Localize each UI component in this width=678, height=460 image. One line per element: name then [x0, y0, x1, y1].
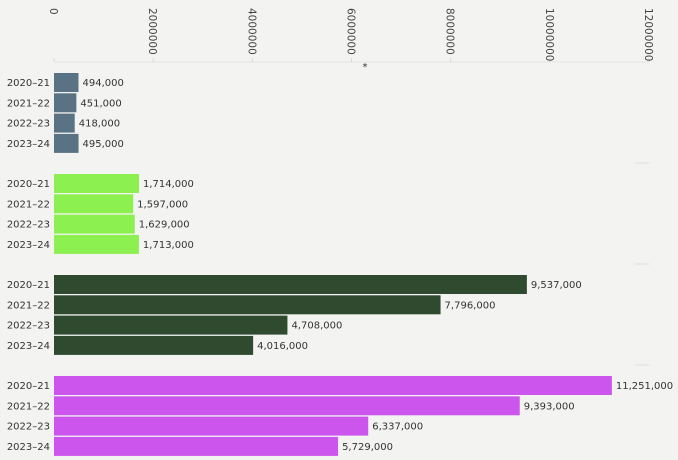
x-tick-label: 10000000 [543, 8, 555, 61]
value-label: 495,000 [83, 139, 124, 150]
value-label: 4,016,000 [257, 341, 308, 352]
bar [54, 376, 612, 395]
category-label: 2020–21 [7, 381, 50, 392]
category-label: 2021–22 [7, 300, 50, 311]
bar [54, 174, 139, 193]
category-label: 2021–22 [7, 98, 50, 109]
value-label: 418,000 [79, 119, 120, 130]
value-label: 5,729,000 [342, 442, 393, 453]
value-label: 4,708,000 [291, 321, 342, 332]
bar [54, 315, 288, 335]
category-label: 2021–22 [7, 401, 50, 412]
bar [54, 214, 135, 234]
value-label: 1,714,000 [143, 179, 194, 190]
x-tick-label: 12000000 [642, 8, 654, 61]
value-label: 11,251,000 [616, 381, 673, 392]
value-label: 1,713,000 [143, 240, 194, 251]
bar [54, 396, 520, 416]
value-label: 7,796,000 [445, 300, 496, 311]
value-label: 451,000 [80, 98, 121, 109]
value-label: 494,000 [82, 78, 123, 89]
value-label: 1,629,000 [139, 220, 190, 231]
value-label: 6,337,000 [372, 422, 423, 433]
bar [54, 93, 77, 113]
x-tick-label: 8000000 [444, 8, 456, 55]
bar [54, 194, 134, 214]
bar [54, 73, 79, 92]
axis-label: * [363, 62, 368, 73]
category-label: 2021–22 [7, 199, 50, 210]
category-label: 2022–23 [7, 321, 50, 332]
category-label: 2023–24 [7, 341, 50, 352]
x-tick-label: 6000000 [345, 8, 357, 55]
category-label: 2023–24 [7, 139, 50, 150]
x-tick-label: 2000000 [146, 8, 158, 55]
bar [54, 416, 369, 436]
bar [54, 295, 441, 315]
value-label: 9,537,000 [531, 280, 582, 291]
bar [54, 113, 75, 133]
value-label: 9,393,000 [524, 401, 575, 412]
category-label: 2023–24 [7, 240, 50, 251]
bar [54, 275, 527, 294]
category-label: 2023–24 [7, 442, 50, 453]
bar [54, 133, 79, 153]
bar [54, 436, 339, 456]
category-label: 2022–23 [7, 119, 50, 130]
category-label: 2022–23 [7, 422, 50, 433]
x-tick-label: 4000000 [245, 8, 257, 55]
category-label: 2022–23 [7, 220, 50, 231]
bar [54, 335, 254, 355]
value-label: 1,597,000 [137, 199, 188, 210]
bar [54, 234, 139, 254]
category-label: 2020–21 [7, 179, 50, 190]
category-label: 2020–21 [7, 78, 50, 89]
x-tick-label: 0 [47, 8, 59, 15]
category-label: 2020–21 [7, 280, 50, 291]
